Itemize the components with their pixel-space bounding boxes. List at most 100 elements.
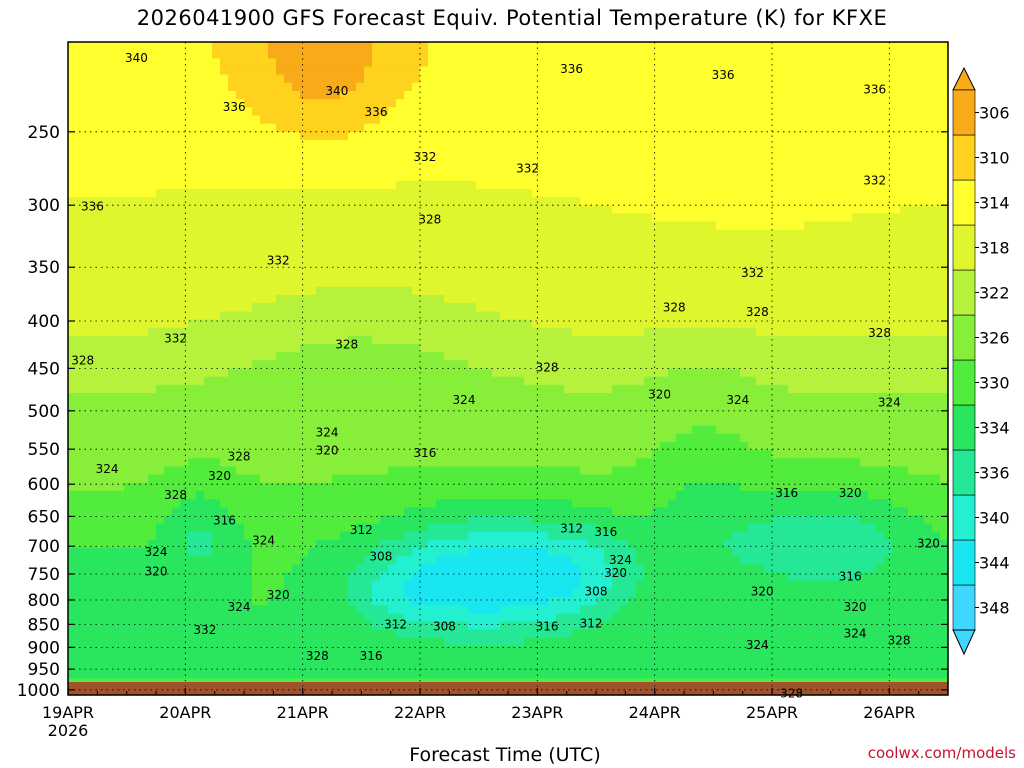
heatmap-cell [316,213,325,223]
heatmap-cell [436,327,445,337]
heatmap-cell [620,115,629,125]
heatmap-cell [588,42,597,51]
heatmap-cell [684,107,693,117]
heatmap-cell [612,303,621,312]
heatmap-cell [188,123,197,133]
heatmap-cell [332,360,341,370]
heatmap-cell [908,360,917,370]
heatmap-cell [932,205,941,215]
heatmap-cell [500,50,509,59]
heatmap-cell [308,148,317,157]
heatmap-cell [212,270,221,280]
heatmap-cell [68,335,77,345]
heatmap-cell [588,311,597,321]
heatmap-cell [76,344,85,353]
heatmap-cell [876,344,885,353]
heatmap-cell [220,286,229,296]
heatmap-cell [660,205,669,215]
heatmap-cell [108,295,117,304]
heatmap-cell [148,156,157,166]
heatmap-cell [796,148,805,157]
heatmap-cell [740,262,749,272]
heatmap-cell [908,172,917,182]
heatmap-cell [332,205,341,215]
heatmap-cell [108,107,117,117]
heatmap-cell [412,262,421,272]
heatmap-cell [540,139,549,149]
heatmap-cell [748,327,757,337]
heatmap-cell [204,392,213,402]
heatmap-cell [228,131,237,141]
heatmap-cell [124,115,133,125]
heatmap-cell [868,352,877,361]
heatmap-cell [212,107,221,117]
heatmap-cell [668,246,677,255]
heatmap-cell [700,278,709,288]
heatmap-cell [596,278,605,288]
heatmap-cell [756,99,765,108]
heatmap-cell [692,213,701,223]
heatmap-cell [668,156,677,166]
heatmap-cell [76,229,85,239]
heatmap-cell [300,188,309,198]
heatmap-cell [844,213,853,223]
heatmap-cell [492,90,501,100]
heatmap-cell [428,164,437,174]
heatmap-cell [396,295,405,304]
heatmap-cell [564,188,573,198]
heatmap-cell [692,50,701,59]
heatmap-cell [684,384,693,394]
heatmap-cell [316,197,325,206]
heatmap-cell [236,311,245,321]
heatmap-cell [660,115,669,125]
heatmap-cell [860,295,869,304]
heatmap-cell [116,401,125,410]
heatmap-cell [652,278,661,288]
heatmap-cell [260,99,269,108]
heatmap-cell [812,123,821,133]
heatmap-cell [140,319,149,329]
heatmap-cell [356,90,365,100]
heatmap-cell [468,172,477,182]
heatmap-cell [500,401,509,410]
heatmap-cell [836,237,845,247]
heatmap-cell [308,262,317,272]
heatmap-cell [596,360,605,370]
heatmap-cell [228,278,237,288]
heatmap-cell [852,180,861,190]
heatmap-cell [444,164,453,174]
heatmap-cell [188,278,197,288]
heatmap-cell [548,246,557,255]
heatmap-cell [76,148,85,157]
heatmap-cell [116,148,125,157]
heatmap-cell [756,286,765,296]
heatmap-cell [884,205,893,215]
heatmap-cell [612,139,621,149]
heatmap-cell [852,188,861,198]
heatmap-cell [164,352,173,361]
heatmap-cell [924,99,933,108]
heatmap-cell [244,303,253,312]
heatmap-cell [220,50,229,59]
heatmap-cell [308,156,317,166]
heatmap-cell [188,409,197,419]
heatmap-cell [236,221,245,231]
heatmap-cell [748,254,757,263]
heatmap-cell [484,327,493,337]
heatmap-cell [348,172,357,182]
heatmap-cell [124,254,133,263]
heatmap-cell [524,99,533,108]
heatmap-cell [620,221,629,231]
heatmap-cell [412,286,421,296]
heatmap-cell [892,401,901,410]
heatmap-cell [812,237,821,247]
heatmap-cell [132,156,141,166]
heatmap-cell [884,213,893,223]
heatmap-cell [780,42,789,51]
heatmap-cell [140,42,149,51]
heatmap-cell [444,286,453,296]
heatmap-cell [764,254,773,263]
heatmap-cell [620,197,629,206]
heatmap-cell [116,50,125,59]
heatmap-cell [260,229,269,239]
